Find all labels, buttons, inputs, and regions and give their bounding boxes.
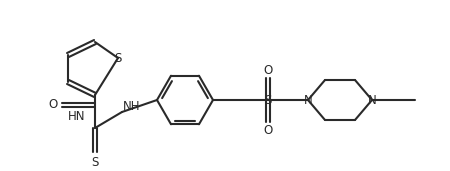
Text: O: O (263, 63, 273, 76)
Text: S: S (264, 94, 272, 107)
Text: O: O (263, 123, 273, 136)
Text: HN: HN (68, 109, 86, 122)
Text: N: N (368, 94, 376, 107)
Text: NH: NH (123, 100, 141, 113)
Text: S: S (91, 155, 99, 168)
Text: S: S (114, 51, 122, 64)
Text: O: O (49, 98, 58, 111)
Text: N: N (304, 94, 312, 107)
